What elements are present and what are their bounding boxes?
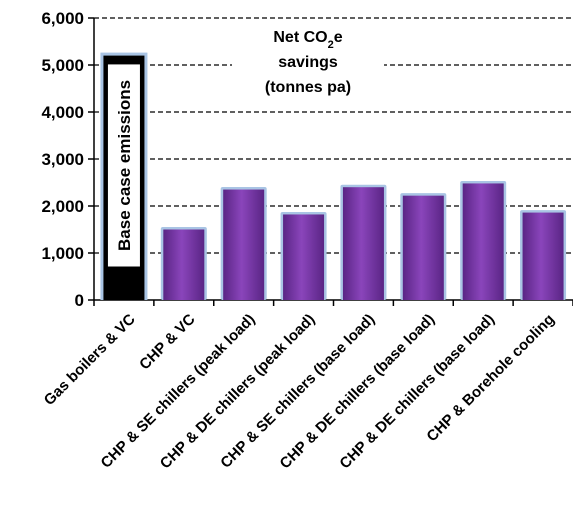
bar (340, 184, 387, 300)
y-tick-label: 2,000 (41, 197, 84, 216)
y-tick-label: 4,000 (41, 103, 84, 122)
title-line-3: (tonnes pa) (265, 79, 351, 96)
title-line-1: Net CO2e (273, 29, 342, 51)
x-tick-label: CHP & Borehole cooling (423, 311, 557, 445)
bars: Base case emissions (100, 52, 567, 300)
bar-base-case: Base case emissions (100, 52, 148, 300)
x-tick-label: CHP & VC (136, 311, 199, 374)
y-tick-label: 3,000 (41, 150, 84, 169)
y-tick-label: 0 (75, 291, 84, 310)
x-tick-label: Gas boilers & VC (41, 311, 139, 409)
bar (520, 210, 567, 300)
bar (160, 227, 207, 300)
bar (400, 193, 447, 300)
y-tick-label: 6,000 (41, 9, 84, 28)
bar (220, 187, 267, 300)
title-line-2: savings (278, 54, 338, 71)
bar (460, 180, 507, 300)
y-tick-label: 5,000 (41, 56, 84, 75)
y-tick-label: 1,000 (41, 244, 84, 263)
gridlines (88, 17, 573, 301)
chart-title: Net CO2e savings (tonnes pa) (232, 20, 384, 102)
bar (280, 211, 327, 300)
y-tick-labels: 0 1,000 2,000 3,000 4,000 5,000 6,000 (41, 9, 84, 310)
base-case-label: Base case emissions (115, 80, 134, 251)
